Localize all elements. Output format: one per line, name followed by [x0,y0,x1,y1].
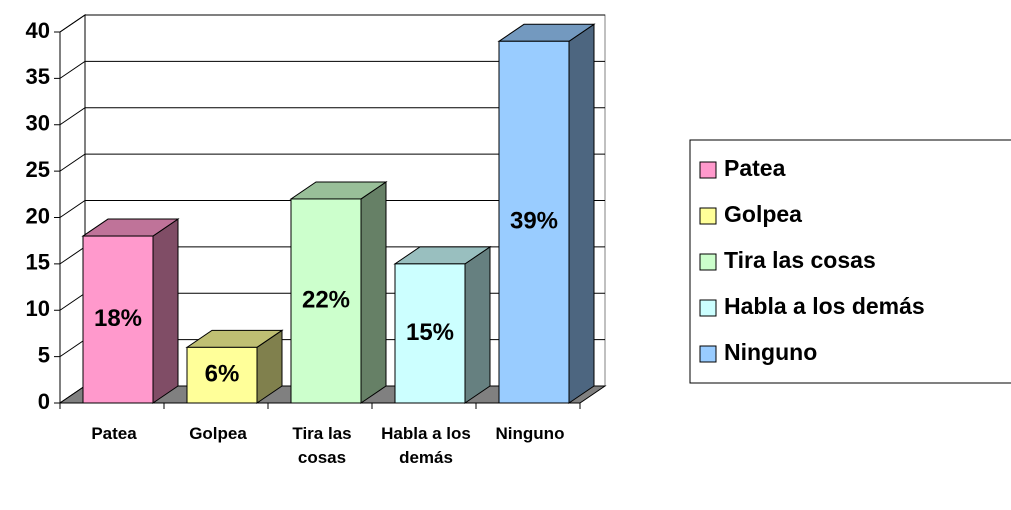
x-tick-label: Habla a los demás [381,424,471,467]
legend-swatch [699,207,717,225]
bar-side [568,23,595,404]
grid-line [59,60,605,79]
grid-line [59,200,605,218]
bar [498,40,570,404]
value-label: 6% [205,361,240,388]
bar [394,263,466,404]
bar-side [360,181,387,404]
value-label: 18% [94,305,142,332]
grid-line [59,107,605,126]
legend-swatch [699,161,717,179]
y-tick-label: 10 [26,296,50,321]
x-tick-label: Patea [91,424,137,443]
value-label: 39% [510,207,558,234]
grid-line [59,153,605,172]
legend-label: Ninguno [724,339,817,365]
y-tick-label: 20 [26,203,50,228]
bar [186,346,258,404]
bar [82,235,154,404]
legend-swatch [699,345,717,363]
x-tick-label: Golpea [189,424,247,443]
y-tick-label: 25 [26,157,50,182]
legend-swatch [699,299,717,317]
legend-label: Habla a los demás [724,293,925,319]
y-tick-label: 35 [26,64,50,89]
legend-label: Tira las cosas [724,247,876,273]
y-tick-label: 40 [26,18,50,43]
y-tick-label: 30 [26,111,50,136]
x-tick-label: Tira las cosas [292,424,352,467]
legend-label: Golpea [724,201,802,227]
grid-line [59,14,605,33]
value-label: 22% [302,286,350,313]
legend-box [689,139,1011,384]
y-tick-label: 5 [38,342,50,367]
y-tick-label: 15 [26,250,50,275]
bar-side [152,218,179,404]
bar-side [464,245,491,404]
bar [290,198,362,404]
x-tick-label: Ninguno [495,424,565,443]
legend-label: Patea [724,155,786,181]
value-label: 15% [406,319,454,346]
legend-swatch [699,253,717,271]
y-tick-label: 0 [38,389,50,414]
